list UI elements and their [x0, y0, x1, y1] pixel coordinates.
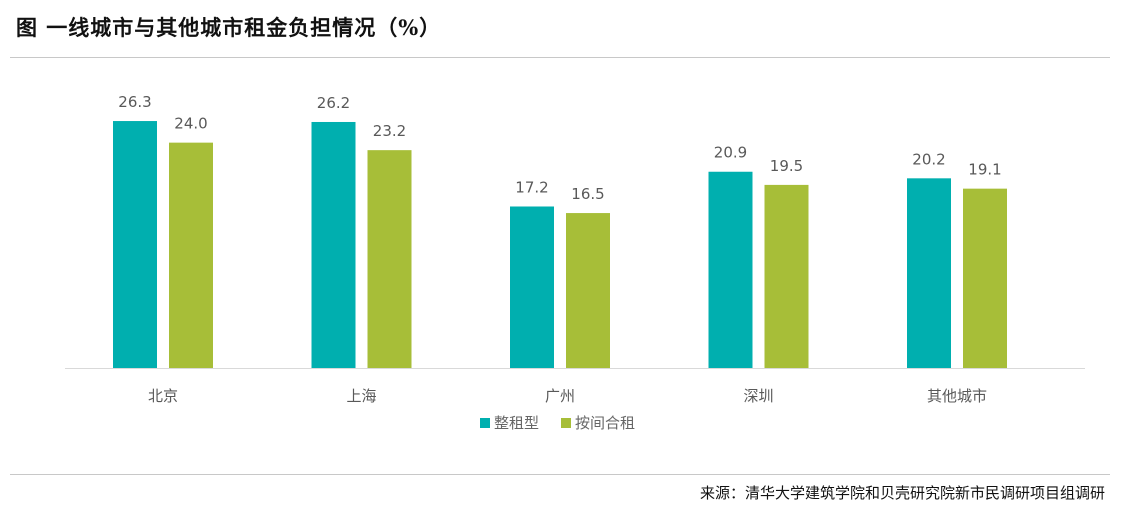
data-label: 19.5 — [770, 157, 803, 175]
data-label: 20.9 — [714, 144, 747, 162]
x-tick-label: 其他城市 — [927, 387, 987, 405]
bar-whole-rent — [510, 206, 554, 368]
bar-whole-rent — [113, 121, 157, 368]
legend-label: 整租型 — [494, 414, 540, 432]
x-tick-label: 上海 — [346, 387, 376, 405]
top-divider — [10, 57, 1110, 58]
x-tick-label: 深圳 — [743, 387, 773, 405]
legend: 整租型 按间合租 — [480, 412, 635, 433]
data-label: 26.3 — [118, 93, 151, 111]
bar-shared-rent — [169, 142, 213, 368]
data-label: 20.2 — [912, 150, 945, 168]
data-label: 19.1 — [968, 161, 1001, 179]
data-label: 24.0 — [174, 115, 207, 133]
chart-title: 图 一线城市与其他城市租金负担情况（%） — [16, 15, 442, 40]
legend-swatch — [561, 417, 572, 428]
bar-whole-rent — [708, 171, 753, 368]
legend-item-whole-rent: 整租型 — [480, 412, 539, 433]
data-label: 17.2 — [515, 178, 548, 196]
bar-whole-rent — [907, 178, 951, 368]
legend-label: 按间合租 — [575, 414, 636, 432]
x-tick-label: 北京 — [148, 387, 178, 405]
bar-whole-rent — [311, 121, 356, 369]
legend-swatch — [480, 417, 490, 428]
bar-shared-rent — [566, 213, 610, 368]
bar-shared-rent — [963, 188, 1007, 368]
x-tick-label: 广州 — [545, 387, 575, 405]
data-label: 23.2 — [373, 122, 406, 140]
source-note: 来源：清华大学建筑学院和贝壳研究院新市民调研项目组调研 — [699, 484, 1105, 502]
data-label: 16.5 — [571, 185, 604, 203]
data-label: 26.2 — [317, 94, 350, 112]
bar-shared-rent — [764, 184, 809, 368]
bar-shared-rent — [367, 150, 412, 368]
legend-item-shared-rent: 按间合租 — [561, 412, 635, 433]
bottom-divider — [10, 474, 1110, 475]
